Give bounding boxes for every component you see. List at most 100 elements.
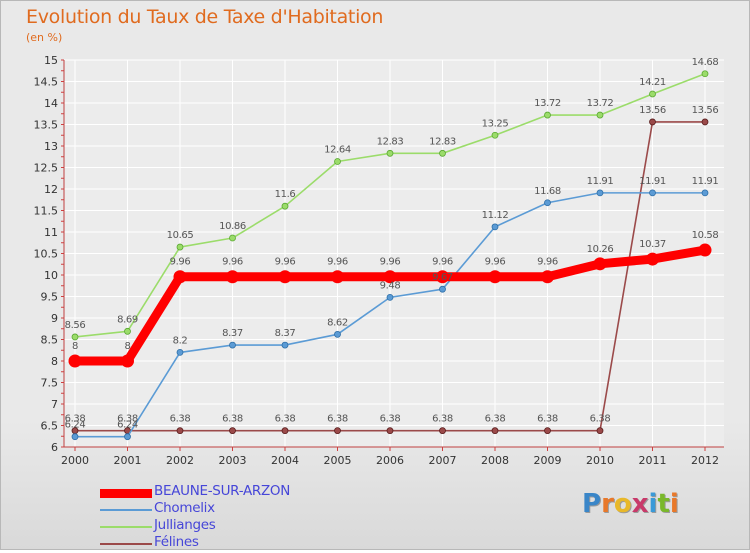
y-tick-label: 9 [51,312,58,325]
data-point [701,189,709,197]
data-label: 11.91 [639,176,666,187]
logo-letter: r [601,489,614,519]
data-label: 8.62 [327,317,348,328]
data-label: 9.67 [432,272,453,283]
data-point [121,354,134,368]
data-point [383,270,397,284]
logo-letter: t [657,489,670,519]
data-label: 9.48 [380,280,401,291]
data-label: 13.25 [482,118,509,129]
data-point [491,223,499,231]
data-point [544,427,551,435]
data-label: 8 [72,341,78,352]
x-tick-label: 2009 [534,454,562,467]
x-tick-label: 2003 [219,454,247,467]
x-tick-label: 2004 [271,454,299,467]
data-point [334,330,341,338]
data-point [596,111,604,119]
x-tick-label: 2010 [586,454,614,467]
data-label: 8.37 [275,328,296,339]
data-label: 12.64 [324,144,351,155]
data-label: 9.96 [432,257,453,268]
grid [64,59,724,448]
chart-title: Evolution du Taux de Taxe d'Habitation [26,6,384,28]
data-label: 6.38 [170,414,191,425]
logo-letter: P [582,489,602,519]
data-point [649,90,656,98]
x-tick-label: 2008 [481,454,509,467]
y-tick-label: 8.5 [41,334,59,347]
data-point [491,427,499,435]
data-point [229,234,236,242]
data-point [596,189,604,197]
data-point [334,158,341,165]
data-point [124,433,131,441]
x-tick-label: 2012 [691,454,719,467]
data-label: 11.12 [482,210,509,221]
data-point [331,270,344,284]
data-label: 9.96 [485,257,506,268]
y-tick-label: 11.5 [34,205,59,218]
x-tick-label: 2007 [429,454,457,467]
data-label: 6.38 [432,414,453,425]
data-point [226,270,239,284]
legend-label: Chomelix [154,500,215,516]
logo-letter: o [613,489,632,519]
data-point [439,149,446,157]
data-point [71,333,79,341]
series-lines [68,70,712,441]
data-label: 11.91 [692,176,719,187]
data-label: 13.56 [692,105,719,116]
legend-label: BEAUNE-SUR-ARZON [154,483,291,499]
legend-swatch [100,509,152,511]
data-point [701,118,709,126]
data-point [334,427,341,435]
data-point [229,341,236,349]
data-label: 13.72 [534,98,561,109]
data-point [71,433,79,441]
data-point [701,70,709,78]
data-point [176,243,184,251]
x-tick-label: 2001 [114,454,142,467]
data-point [386,149,394,157]
data-point [649,189,656,197]
data-point [68,354,82,368]
data-label: 6.38 [537,414,558,425]
data-label: 13.72 [587,98,614,109]
data-point [124,327,131,335]
y-unit-label: (en %) [26,31,63,44]
data-label: 11.68 [534,186,561,197]
data-point [173,270,187,284]
data-label: 6.24 [117,420,138,431]
data-label: 8.69 [117,314,138,325]
data-point [229,427,236,435]
axes: 6 6.5 7 7.5 8 8.5 9 9.5 10 10.5 11 11.5 12 12.5 13 13.5… [34,54,724,467]
data-label: 6.38 [222,414,243,425]
data-point [439,427,446,435]
y-tick-label: 14.5 [34,76,59,89]
y-tick-label: 7 [51,398,58,411]
x-tick-label: 2011 [639,454,667,467]
data-point [544,199,551,207]
data-point [544,111,551,119]
data-point [439,285,446,293]
y-tick-label: 13.5 [34,119,59,132]
y-tick-label: 12.5 [34,162,59,175]
logo-letter: i [648,489,658,519]
data-label: 10.65 [167,230,194,241]
data-label: 10.37 [639,239,666,250]
y-tick-label: 12 [44,183,58,196]
y-tick-label: 6.5 [41,420,59,433]
x-tick-label: 2000 [61,454,89,467]
data-point [278,270,292,284]
data-point [541,270,554,284]
data-point [176,348,184,356]
data-label: 9.96 [380,257,401,268]
data-label: 13.56 [639,105,666,116]
data-label: 11.6 [275,189,296,200]
y-tick-label: 13 [44,140,58,153]
data-label: 9.96 [327,257,348,268]
data-label: 11.91 [587,176,614,187]
data-point [593,257,607,271]
